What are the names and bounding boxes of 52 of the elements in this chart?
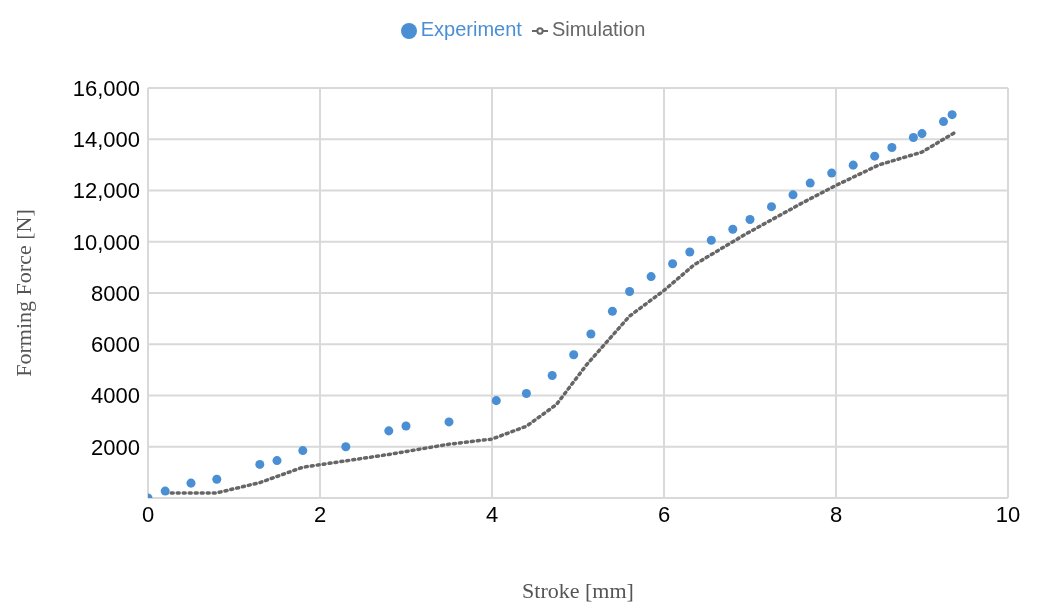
x-tick-label: 0 (141, 501, 155, 527)
point (646, 272, 656, 282)
point (384, 426, 394, 436)
point (341, 442, 351, 452)
legend-label: Simulation (551, 18, 646, 40)
y-tick-label: 2000 (91, 434, 140, 460)
point (547, 371, 557, 381)
point (625, 286, 635, 296)
x-tick-label: 6 (657, 501, 671, 527)
y-tick-label: 6000 (91, 332, 140, 358)
x-tick-label: 4 (485, 501, 499, 527)
y-axis-title: Forming Force [N] (10, 209, 36, 377)
point (491, 396, 501, 406)
legend-label: Experiment (420, 18, 522, 40)
point (706, 235, 716, 245)
point (947, 110, 957, 120)
point (272, 456, 282, 466)
point (887, 142, 897, 152)
x-tick-label: 10 (995, 501, 1021, 527)
point (745, 214, 755, 224)
point (401, 421, 411, 431)
point (212, 474, 222, 484)
x-axis-title: Stroke [mm] (522, 578, 634, 603)
x-tick-label: 8 (829, 501, 843, 527)
point (870, 151, 880, 161)
point (917, 129, 927, 139)
y-tick-label: 16,000 (72, 75, 140, 101)
point (827, 168, 837, 178)
y-tick-label: 8000 (91, 280, 140, 306)
point (685, 247, 695, 257)
point (908, 132, 918, 142)
point (569, 350, 579, 360)
point (521, 388, 531, 398)
point (186, 478, 196, 488)
point (728, 224, 738, 234)
point (848, 160, 858, 170)
x-tick-label: 2 (313, 501, 327, 527)
point (607, 306, 617, 316)
point (938, 117, 949, 127)
point (255, 459, 265, 469)
point (805, 178, 815, 188)
point (668, 259, 678, 269)
point (586, 329, 596, 339)
y-tick-label: 12,000 (72, 178, 140, 204)
y-tick-label: 14,000 (72, 127, 140, 153)
point (766, 202, 777, 212)
point (298, 446, 308, 456)
y-tick-label: 4000 (91, 383, 140, 409)
point (160, 486, 170, 496)
point (444, 417, 454, 427)
point (788, 190, 798, 200)
y-tick-label: 10,000 (72, 229, 140, 255)
